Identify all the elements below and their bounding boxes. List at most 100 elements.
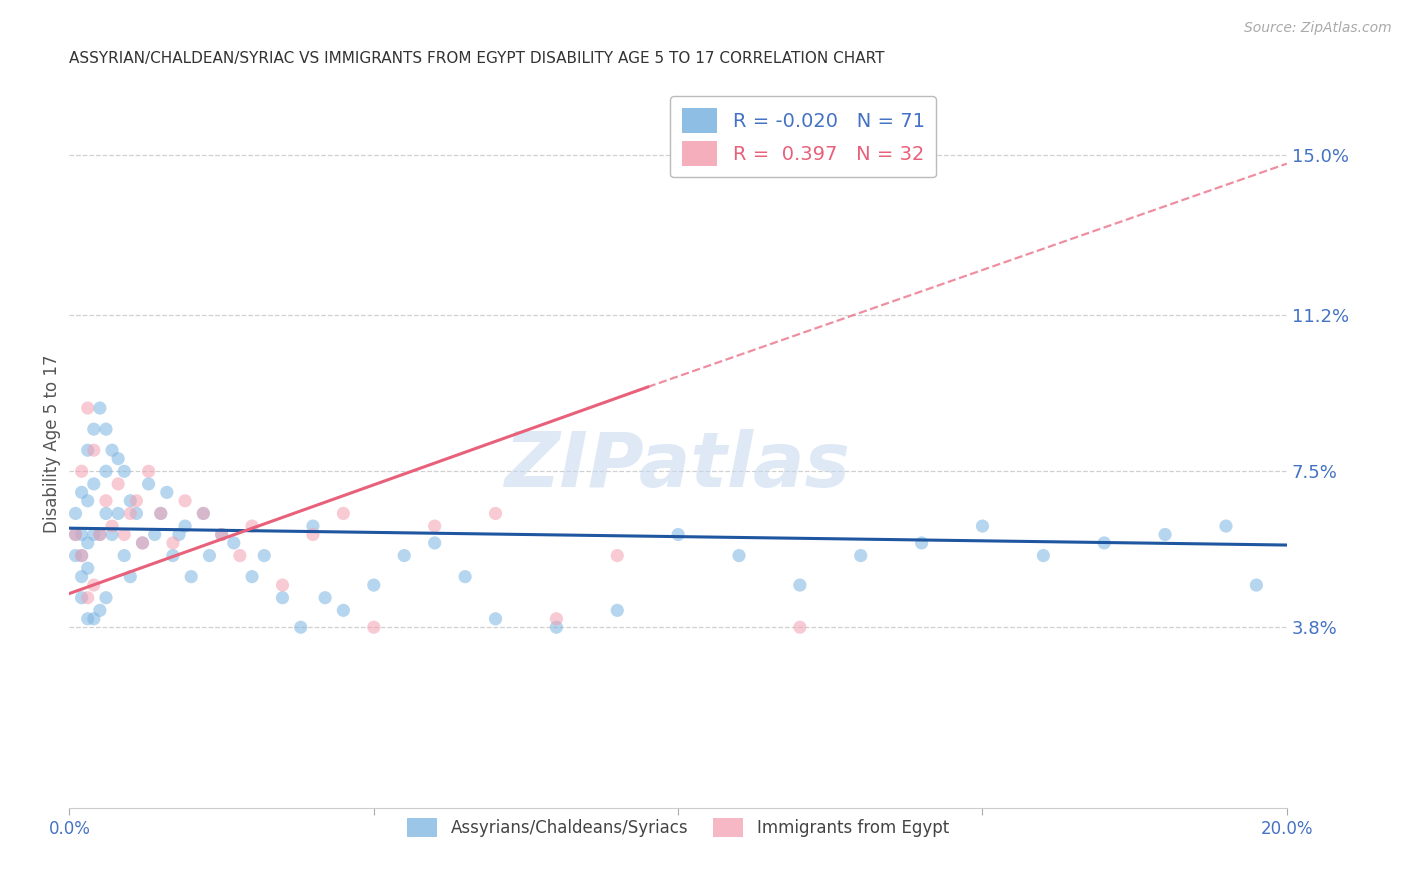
Point (363, 620, 385, 634)
Y-axis label: Disability Age 5 to 17: Disability Age 5 to 17 (44, 355, 60, 533)
Point (70, 527, 93, 541)
Point (143, 527, 166, 541)
Point (789, 578, 811, 592)
Point (112, 464, 135, 478)
Point (76, 591, 98, 605)
Text: Source: ZipAtlas.com: Source: ZipAtlas.com (1244, 21, 1392, 35)
Point (167, 527, 190, 541)
Point (125, 507, 148, 521)
Point (156, 485, 179, 500)
Point (666, 527, 689, 541)
Point (174, 493, 197, 508)
Point (290, 620, 312, 634)
Point (240, 519, 263, 533)
Point (240, 569, 263, 583)
Point (70, 549, 93, 563)
Point (76, 612, 98, 626)
Point (211, 527, 233, 541)
Point (101, 443, 124, 458)
Point (789, 620, 811, 634)
Point (83, 578, 105, 592)
Point (120, 507, 142, 521)
Point (89, 527, 111, 541)
Point (149, 507, 172, 521)
Point (606, 603, 628, 617)
Point (83, 422, 105, 436)
Point (83, 443, 105, 458)
Point (65, 527, 87, 541)
Text: ZIPatlas: ZIPatlas (505, 429, 851, 503)
Point (423, 536, 446, 550)
Point (180, 569, 202, 583)
Point (271, 578, 294, 592)
Point (271, 591, 294, 605)
Point (70, 464, 93, 478)
Point (89, 401, 111, 415)
Point (83, 612, 105, 626)
Point (193, 507, 215, 521)
Point (253, 549, 276, 563)
Point (1246, 578, 1268, 592)
Point (849, 549, 872, 563)
Point (120, 569, 142, 583)
Point (229, 549, 252, 563)
Point (70, 591, 93, 605)
Point (363, 578, 385, 592)
Point (70, 569, 93, 583)
Point (546, 612, 568, 626)
Point (94, 507, 117, 521)
Point (138, 464, 160, 478)
Point (1092, 536, 1115, 550)
Point (484, 612, 506, 626)
Point (94, 591, 117, 605)
Point (198, 549, 221, 563)
Legend: Assyrians/Chaldeans/Syriacs, Immigrants from Egypt: Assyrians/Chaldeans/Syriacs, Immigrants … (401, 811, 956, 844)
Point (107, 477, 129, 491)
Point (162, 549, 184, 563)
Point (149, 507, 172, 521)
Point (94, 422, 117, 436)
Point (332, 507, 354, 521)
Point (302, 527, 325, 541)
Point (314, 591, 336, 605)
Point (101, 519, 124, 533)
Point (89, 527, 111, 541)
Point (76, 536, 98, 550)
Point (131, 536, 153, 550)
Point (138, 477, 160, 491)
Point (454, 569, 477, 583)
Point (1032, 549, 1054, 563)
Point (112, 527, 135, 541)
Point (65, 527, 87, 541)
Point (302, 519, 325, 533)
Point (112, 549, 135, 563)
Point (606, 549, 628, 563)
Point (89, 603, 111, 617)
Point (125, 493, 148, 508)
Point (1154, 527, 1177, 541)
Point (94, 493, 117, 508)
Point (211, 527, 233, 541)
Point (76, 561, 98, 575)
Point (728, 549, 751, 563)
Point (83, 527, 105, 541)
Point (107, 451, 129, 466)
Point (423, 519, 446, 533)
Point (70, 485, 93, 500)
Point (484, 507, 506, 521)
Point (65, 507, 87, 521)
Point (174, 519, 197, 533)
Point (65, 549, 87, 563)
Point (162, 536, 184, 550)
Point (120, 493, 142, 508)
Point (1215, 519, 1237, 533)
Point (193, 507, 215, 521)
Point (76, 401, 98, 415)
Point (94, 464, 117, 478)
Text: ASSYRIAN/CHALDEAN/SYRIAC VS IMMIGRANTS FROM EGYPT DISABILITY AGE 5 TO 17 CORRELA: ASSYRIAN/CHALDEAN/SYRIAC VS IMMIGRANTS F… (69, 51, 884, 66)
Point (83, 477, 105, 491)
Point (332, 603, 354, 617)
Point (76, 493, 98, 508)
Point (131, 536, 153, 550)
Point (70, 549, 93, 563)
